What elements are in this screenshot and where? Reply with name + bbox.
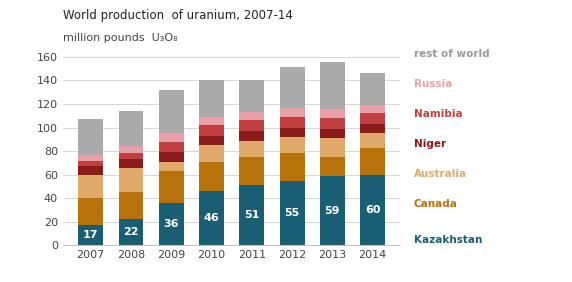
Bar	[360, 113, 385, 124]
Bar	[360, 147, 385, 175]
Bar	[280, 127, 304, 137]
Text: Russia: Russia	[414, 79, 452, 89]
Bar	[118, 168, 144, 192]
Bar	[239, 120, 264, 131]
Bar	[159, 142, 184, 152]
Bar	[320, 61, 345, 109]
Bar	[360, 175, 385, 245]
Bar	[360, 133, 385, 147]
Text: 22: 22	[123, 227, 139, 237]
Text: World production  of uranium, 2007-14: World production of uranium, 2007-14	[63, 9, 293, 22]
Bar	[159, 133, 184, 142]
Bar	[199, 136, 224, 145]
Bar	[78, 119, 103, 155]
Bar	[118, 111, 144, 146]
Bar	[199, 125, 224, 136]
Bar	[78, 175, 103, 198]
Bar	[239, 131, 264, 140]
Bar	[280, 117, 304, 127]
Text: Kazakhstan: Kazakhstan	[414, 235, 482, 245]
Text: 36: 36	[164, 219, 179, 229]
Bar	[78, 155, 103, 160]
Text: Australia: Australia	[414, 169, 467, 179]
Bar	[159, 203, 184, 245]
Bar	[118, 192, 144, 219]
Bar	[320, 109, 345, 118]
Text: 60: 60	[365, 205, 380, 215]
Text: million pounds  U₃O₈: million pounds U₃O₈	[63, 33, 177, 43]
Bar	[360, 73, 385, 105]
Bar	[78, 198, 103, 225]
Bar	[78, 166, 103, 175]
Bar	[118, 146, 144, 153]
Text: Canada: Canada	[414, 199, 458, 209]
Bar	[78, 225, 103, 245]
Bar	[159, 90, 184, 133]
Bar	[280, 107, 304, 117]
Bar	[320, 157, 345, 176]
Bar	[78, 160, 103, 166]
Text: 55: 55	[284, 208, 300, 218]
Bar	[239, 185, 264, 245]
Bar	[320, 176, 345, 245]
Bar	[280, 153, 304, 180]
Text: 46: 46	[204, 213, 220, 223]
Bar	[239, 157, 264, 185]
Text: Namibia: Namibia	[414, 109, 463, 119]
Bar	[280, 67, 304, 107]
Bar	[159, 171, 184, 203]
Bar	[118, 153, 144, 159]
Bar	[159, 152, 184, 162]
Bar	[118, 219, 144, 245]
Bar	[320, 118, 345, 129]
Bar	[320, 129, 345, 138]
Text: rest of world: rest of world	[414, 49, 490, 59]
Text: Niger: Niger	[414, 139, 446, 149]
Text: 51: 51	[244, 210, 260, 220]
Bar	[199, 80, 224, 117]
Bar	[239, 112, 264, 120]
Bar	[239, 80, 264, 112]
Text: 59: 59	[324, 206, 340, 216]
Bar	[199, 191, 224, 245]
Bar	[199, 162, 224, 191]
Bar	[199, 117, 224, 125]
Bar	[360, 105, 385, 113]
Bar	[239, 140, 264, 157]
Bar	[280, 180, 304, 245]
Bar	[159, 162, 184, 171]
Text: 17: 17	[83, 230, 98, 240]
Bar	[280, 137, 304, 153]
Bar	[199, 145, 224, 162]
Bar	[360, 124, 385, 133]
Bar	[320, 138, 345, 157]
Bar	[118, 159, 144, 168]
